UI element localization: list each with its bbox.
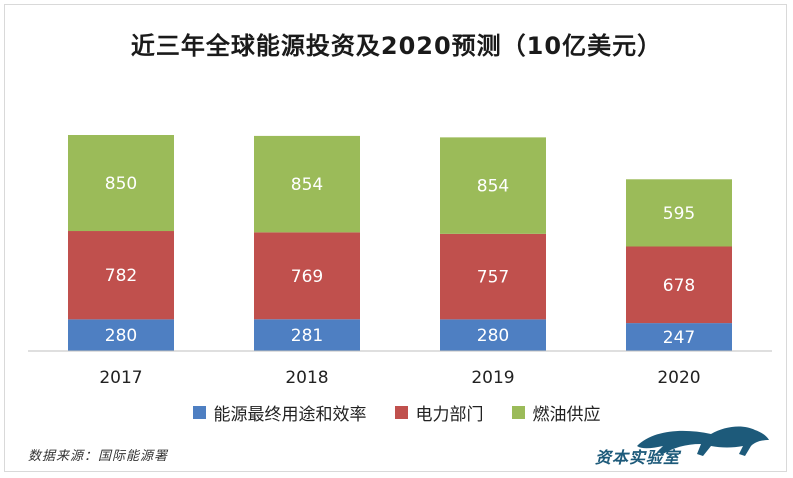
bar-segment-2017-2	[68, 135, 174, 232]
bar-segment-2018-2	[254, 135, 360, 233]
bar-segment-2019-1	[440, 233, 546, 320]
legend-swatch-fuel	[511, 406, 525, 419]
bar-segment-2020-1	[626, 246, 732, 324]
data-label-2019-2: 854	[477, 177, 509, 197]
data-label-2020-0: 247	[663, 328, 695, 348]
bar-segment-2019-0	[440, 319, 546, 351]
data-label-2017-1: 782	[105, 266, 137, 286]
brand-watermark: 资本实验室	[575, 420, 775, 470]
data-label-2018-2: 854	[291, 175, 323, 195]
x-tick-label-2020: 2020	[657, 368, 700, 388]
legend-swatch-power	[394, 406, 408, 419]
data-label-2018-1: 769	[291, 267, 323, 287]
source-note: 数据来源：国际能源署	[28, 449, 169, 464]
brand-name: 资本实验室	[595, 448, 681, 467]
bar-segment-2020-2	[626, 179, 732, 247]
x-tick-label-2019: 2019	[471, 368, 514, 388]
bar-segment-2020-0	[626, 323, 732, 351]
data-label-2020-2: 595	[663, 204, 695, 224]
data-label-2020-1: 678	[663, 276, 695, 296]
data-label-2019-0: 280	[477, 326, 509, 346]
data-label-2017-2: 850	[105, 174, 137, 194]
legend-swatch-end-use	[192, 406, 206, 419]
legend-item-end-use: 能源最终用途和效率	[192, 400, 367, 425]
bar-segment-2019-2	[440, 137, 546, 234]
panther-logo-icon	[637, 426, 769, 456]
chart-title: 近三年全球能源投资及2020预测（10亿美元）	[130, 32, 663, 60]
legend-item-fuel: 燃油供应	[511, 400, 601, 425]
legend-label-fuel: 燃油供应	[532, 405, 601, 425]
bar-segment-2017-0	[68, 319, 174, 351]
legend-item-power: 电力部门	[394, 400, 484, 425]
stacked-bar-chart: 280 782 850 2017 281 769 854 2018 280 757 854 2019 2…	[28, 135, 772, 388]
legend-label-end-use: 能源最终用途和效率	[213, 405, 367, 425]
x-tick-label-2017: 2017	[99, 368, 142, 388]
legend-label-power: 电力部门	[415, 405, 484, 425]
data-label-2019-1: 757	[477, 268, 509, 288]
data-label-2018-0: 281	[291, 326, 323, 346]
bar-segment-2018-0	[254, 319, 360, 351]
bar-segment-2017-1	[68, 231, 174, 320]
x-tick-label-2018: 2018	[285, 368, 328, 388]
data-label-2017-0: 280	[105, 326, 137, 346]
legend: 能源最终用途和效率 电力部门 燃油供应	[0, 400, 793, 425]
bar-segment-2018-1	[254, 232, 360, 320]
chart-frame	[4, 4, 787, 472]
